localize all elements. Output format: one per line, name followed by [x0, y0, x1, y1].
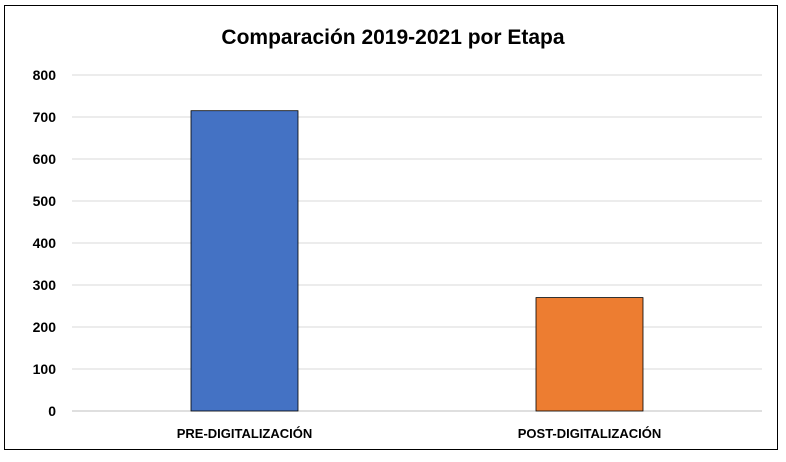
y-tick-label: 600 — [33, 151, 57, 167]
y-tick-label: 700 — [33, 109, 57, 125]
x-axis-labels: PRE-DIGITALIZACIÓN POST-DIGITALIZACIÓN — [177, 426, 662, 441]
y-axis-ticks: 0 100 200 300 400 500 600 700 800 — [33, 67, 57, 419]
chart-frame — [4, 5, 778, 450]
bar-1 — [190, 110, 299, 412]
y-tick-label: 200 — [33, 319, 57, 335]
y-tick-label: 100 — [33, 361, 57, 377]
bars — [190, 110, 644, 412]
y-tick-label: 300 — [33, 277, 57, 293]
x-category-label: PRE-DIGITALIZACIÓN — [177, 426, 313, 441]
y-tick-label: 0 — [48, 403, 56, 419]
gridlines — [72, 74, 762, 412]
y-tick-label: 800 — [33, 67, 57, 83]
x-category-label: POST-DIGITALIZACIÓN — [518, 426, 661, 441]
bar-2 — [535, 297, 644, 412]
y-tick-label: 500 — [33, 193, 57, 209]
y-tick-label: 400 — [33, 235, 57, 251]
chart-title: Comparación 2019-2021 por Etapa — [221, 26, 565, 49]
